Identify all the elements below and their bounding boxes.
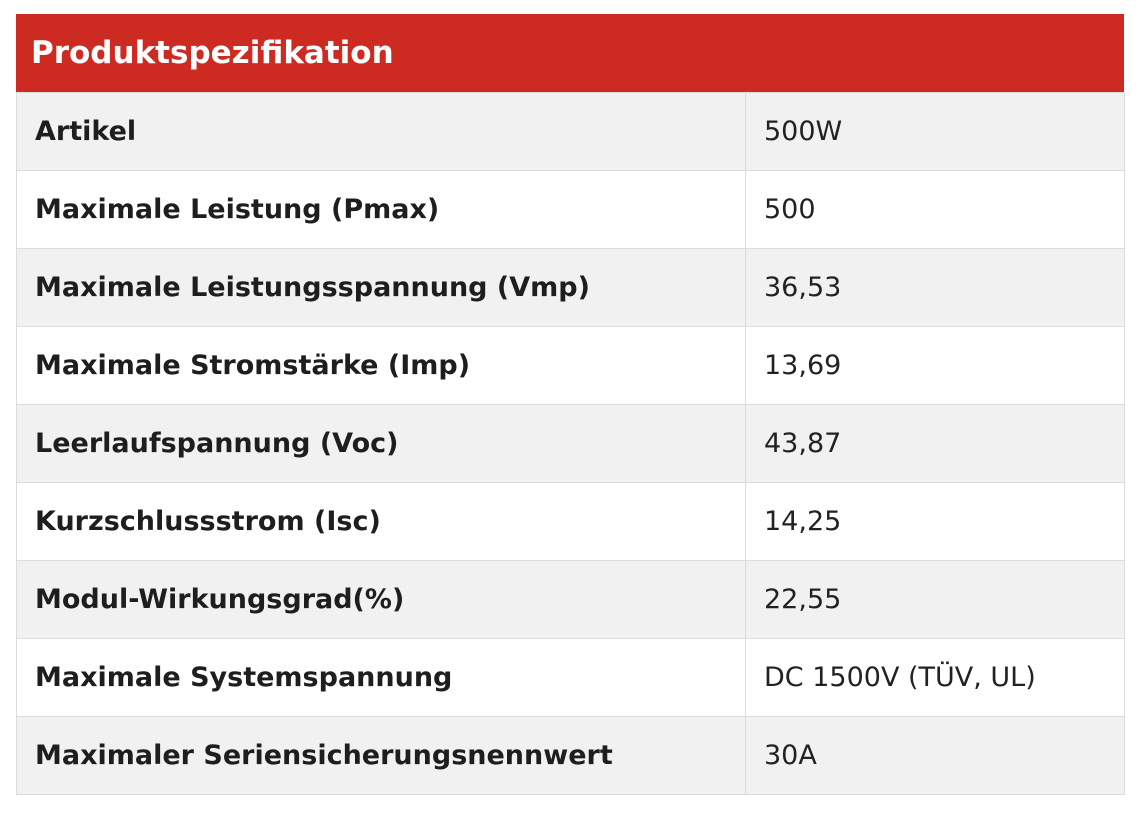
spec-label: Maximaler Seriensicherungsnennwert: [16, 716, 746, 795]
spec-value: 36,53: [745, 248, 1125, 327]
spec-label: Leerlaufspannung (Voc): [16, 404, 746, 483]
table-row-voc: Leerlaufspannung (Voc) 43,87: [16, 404, 1125, 483]
spec-value: 22,55: [745, 560, 1125, 639]
spec-value: 500: [745, 170, 1125, 249]
spec-value: 13,69: [745, 326, 1125, 405]
spec-value: 43,87: [745, 404, 1125, 483]
spec-label: Modul-Wirkungsgrad(%): [16, 560, 746, 639]
spec-label: Maximale Systemspannung: [16, 638, 746, 717]
table-row-pmax: Maximale Leistung (Pmax) 500: [16, 170, 1125, 249]
table-row-efficiency: Modul-Wirkungsgrad(%) 22,55: [16, 560, 1125, 639]
spec-value: 14,25: [745, 482, 1125, 561]
spec-label: Maximale Leistung (Pmax): [16, 170, 746, 249]
table-row-article: Artikel 500W: [16, 92, 1125, 171]
table-row-fuse-rating: Maximaler Seriensicherungsnennwert 30A: [16, 716, 1125, 795]
spec-label: Kurzschlussstrom (Isc): [16, 482, 746, 561]
spec-value: DC 1500V (TÜV, UL): [745, 638, 1125, 717]
table-row-vmp: Maximale Leistungsspannung (Vmp) 36,53: [16, 248, 1125, 327]
spec-value: 500W: [745, 92, 1125, 171]
spec-label: Maximale Leistungsspannung (Vmp): [16, 248, 746, 327]
spec-table-title: Produktspezifikation: [16, 14, 1124, 92]
spec-value: 30A: [745, 716, 1125, 795]
table-row-system-voltage: Maximale Systemspannung DC 1500V (TÜV, U…: [16, 638, 1125, 717]
spec-label: Artikel: [16, 92, 746, 171]
table-row-imp: Maximale Stromstärke (Imp) 13,69: [16, 326, 1125, 405]
table-row-isc: Kurzschlussstrom (Isc) 14,25: [16, 482, 1125, 561]
product-spec-table-container: Produktspezifikation Artikel 500W Maxima…: [16, 14, 1125, 795]
spec-table: Artikel 500W Maximale Leistung (Pmax) 50…: [16, 92, 1125, 795]
spec-label: Maximale Stromstärke (Imp): [16, 326, 746, 405]
